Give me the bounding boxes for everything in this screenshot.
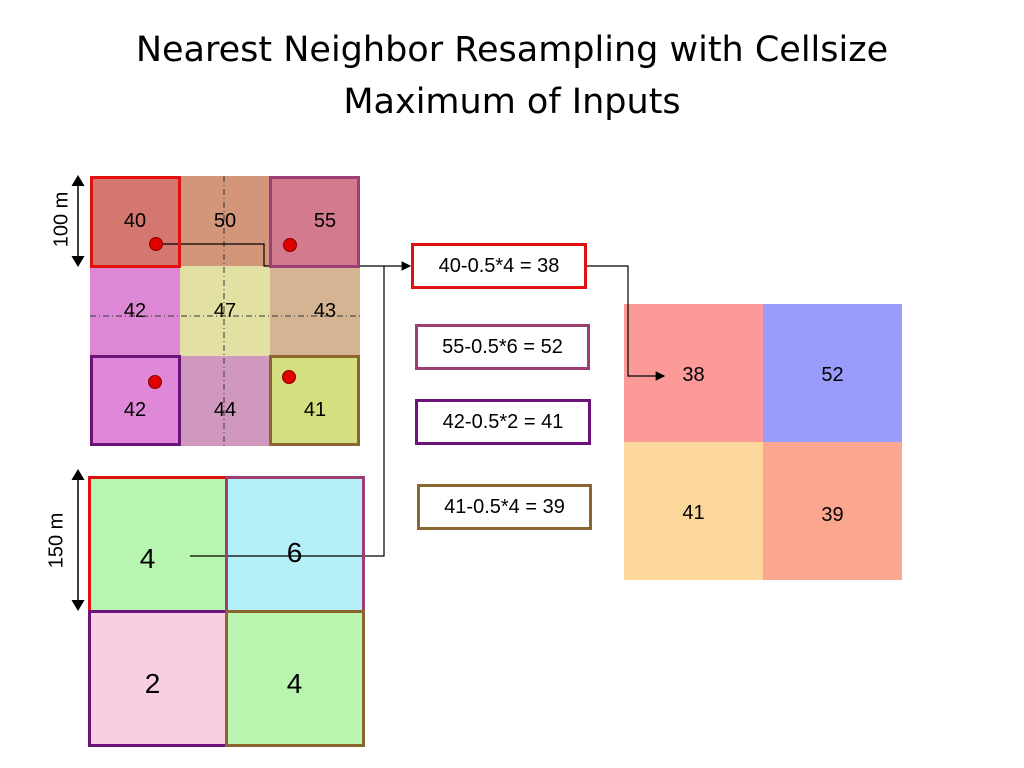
dimension-label-150m: 150 m (45, 512, 68, 569)
connector-value-to-equation (190, 266, 385, 557)
output-cell-r1c1: 39 (763, 442, 902, 580)
top-frame-purple (90, 355, 181, 446)
top-cell-r2c0: 42 (90, 356, 180, 446)
connector-equation-to-output (586, 265, 666, 381)
equation-box-4: 41-0.5*4 = 39 (417, 484, 592, 530)
output-cell-r1c0: 41 (624, 442, 763, 580)
equation-text: 55-0.5*6 = 52 (442, 335, 563, 358)
equation-box-3: 42-0.5*2 = 41 (415, 399, 591, 445)
bottom-cell-value: 4 (286, 667, 303, 699)
top-frame-mauve (269, 176, 360, 268)
bottom-frame-brown (225, 610, 365, 747)
title-line-2: Maximum of Inputs (343, 82, 681, 122)
equation-box-2: 55-0.5*6 = 52 (415, 324, 590, 370)
top-cell-value: 40 (123, 209, 147, 232)
top-cell-value: 47 (213, 299, 237, 322)
bottom-cell-r0c0: 4 (89, 476, 226, 611)
top-cell-r0c2: 55 (270, 176, 360, 266)
bottom-cell-r1c1: 4 (226, 611, 363, 746)
bottom-cell-value: 2 (144, 667, 161, 699)
title-line-1: Nearest Neighbor Resampling with Cellsiz… (135, 30, 889, 70)
equation-text: 40-0.5*4 = 38 (438, 254, 560, 277)
bottom-cell-r1c0: 2 (89, 611, 226, 746)
output-cell-value: 39 (821, 503, 844, 526)
bottom-cell-r0c1: 6 (226, 476, 363, 611)
dimension-label-100m: 100 m (50, 191, 73, 248)
top-cell-r1c2: 43 (270, 266, 360, 356)
equation-text: 42-0.5*2 = 41 (442, 410, 564, 433)
sample-point-dot (282, 370, 296, 384)
slide-title: Nearest Neighbor Resampling with Cellsiz… (0, 24, 1024, 128)
top-cell-value: 41 (303, 398, 327, 421)
top-frame-red (90, 176, 181, 268)
sample-point-dot (283, 238, 297, 252)
top-cell-r0c1: 50 (180, 176, 270, 266)
output-cell-r0c1: 52 (763, 304, 902, 442)
top-cell-r1c0: 42 (90, 266, 180, 356)
output-cell-value: 52 (821, 363, 844, 386)
top-cell-value: 55 (313, 209, 337, 232)
sample-point-dot (149, 237, 163, 251)
output-cell-r0c0: 38 (624, 304, 763, 442)
bottom-frame-purple (88, 610, 228, 747)
top-cell-r0c0: 40 (90, 176, 180, 266)
top-cell-value: 42 (123, 398, 147, 421)
equation-text: 41-0.5*4 = 39 (444, 495, 565, 518)
top-cell-value: 44 (213, 398, 237, 421)
output-cell-value: 38 (682, 363, 705, 386)
bottom-cell-value: 6 (286, 536, 303, 568)
top-cell-r1c1: 47 (180, 266, 270, 356)
sample-point-dot (148, 375, 162, 389)
bottom-frame-mauve (225, 476, 365, 613)
bottom-cell-value: 4 (139, 542, 156, 574)
top-frame-brown (269, 355, 360, 446)
top-cell-value: 43 (313, 299, 337, 322)
top-cell-value: 50 (213, 209, 237, 232)
top-cell-r2c1: 44 (180, 356, 270, 446)
equation-box-1: 40-0.5*4 = 38 (411, 243, 587, 289)
output-cell-value: 41 (682, 501, 705, 524)
bottom-frame-red (88, 476, 228, 613)
